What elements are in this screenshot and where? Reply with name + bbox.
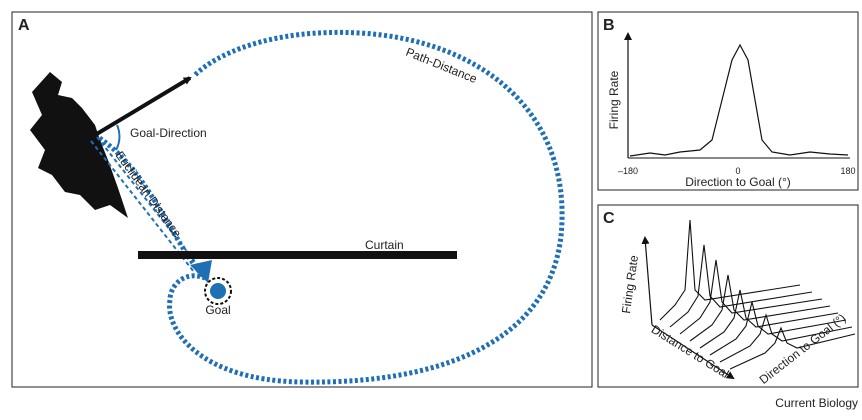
goal-label: Goal (205, 303, 230, 317)
y-axis (645, 238, 652, 325)
goal-direction-arc (116, 125, 119, 150)
x-axis-label: Direction to Goal (°) (685, 175, 791, 189)
path-distance-label: Path-Distance (404, 45, 479, 86)
panel-letter: C (603, 210, 615, 227)
curtain-label: Curtain (365, 238, 404, 252)
figure: A Path-Distance Goal-Direction Euclidean… (0, 0, 862, 415)
euclidean-distance-label: Euclidean Distance (113, 149, 185, 241)
page: {"panels": { "a": {"letter": "A", "path_… (0, 0, 862, 420)
goal (210, 283, 226, 299)
panel-letter: B (603, 17, 615, 34)
euclidean-arrowhead (190, 260, 212, 283)
y-axis-label: Firing Rate (607, 70, 621, 129)
goal-direction-label: Goal-Direction (130, 126, 207, 140)
bat-silhouette (30, 72, 128, 218)
x-tick-label: 180 (840, 166, 855, 176)
panel-b-frame (598, 12, 858, 190)
panel-letter: A (18, 17, 30, 34)
direction-label: Direction to Goal (°) (757, 311, 849, 387)
tuning-curve (630, 45, 848, 156)
journal-name: Current Biology (775, 396, 858, 410)
distance-label: Distance to Goal (649, 322, 732, 381)
y-axis-label: Firing Rate (619, 254, 641, 314)
x-tick-label: –180 (618, 166, 638, 176)
